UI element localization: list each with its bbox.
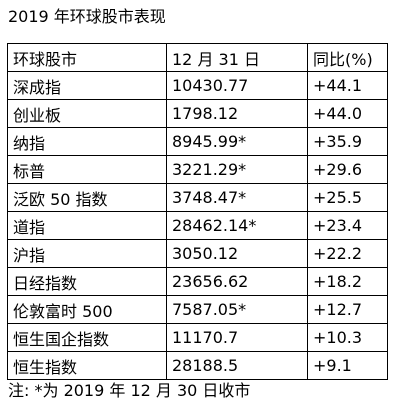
close-value-cell: 3748.47* [166, 183, 308, 212]
yoy-change-cell: +35.9 [307, 127, 388, 156]
yoy-change-cell: +9.1 [307, 351, 388, 380]
market-name-cell: 日经指数 [7, 267, 167, 296]
close-value-cell: 3050.12 [166, 239, 308, 268]
market-name-cell: 创业板 [7, 99, 167, 128]
table-row: 标普 3221.29* +29.6 [7, 155, 388, 184]
close-value-cell: 10430.77 [166, 71, 308, 100]
page-title: 2019 年环球股市表现 [8, 7, 166, 26]
market-name-cell: 标普 [7, 155, 167, 184]
table-row: 深成指 10430.77 +44.1 [7, 71, 388, 100]
yoy-change-cell: +23.4 [307, 211, 388, 240]
market-name-cell: 深成指 [7, 71, 167, 100]
table-row: 伦敦富时 500 7587.05* +12.7 [7, 295, 388, 324]
yoy-change-cell: +22.2 [307, 239, 388, 268]
close-value-cell: 23656.62 [166, 267, 308, 296]
yoy-change-cell: +44.1 [307, 71, 388, 100]
table-row: 纳指 8945.99* +35.9 [7, 127, 388, 156]
yoy-change-cell: +44.0 [307, 99, 388, 128]
table-header-row: 环球股市 12 月 31 日 同比(%) [7, 43, 388, 72]
close-value-cell: 3221.29* [166, 155, 308, 184]
close-value-cell: 8945.99* [166, 127, 308, 156]
header-close-date: 12 月 31 日 [166, 43, 308, 72]
close-value-cell: 28462.14* [166, 211, 308, 240]
close-value-cell: 7587.05* [166, 295, 308, 324]
header-yoy-change: 同比(%) [307, 43, 388, 72]
yoy-change-cell: +18.2 [307, 267, 388, 296]
table-row: 恒生指数 28188.5 +9.1 [7, 351, 388, 380]
market-name-cell: 沪指 [7, 239, 167, 268]
header-market: 环球股市 [7, 43, 167, 72]
table-row: 道指 28462.14* +23.4 [7, 211, 388, 240]
market-name-cell: 伦敦富时 500 [7, 295, 167, 324]
yoy-change-cell: +25.5 [307, 183, 388, 212]
yoy-change-cell: +29.6 [307, 155, 388, 184]
close-value-cell: 28188.5 [166, 351, 308, 380]
table-row: 沪指 3050.12 +22.2 [7, 239, 388, 268]
market-name-cell: 泛欧 50 指数 [7, 183, 167, 212]
market-performance-table: 环球股市 12 月 31 日 同比(%) 深成指 10430.77 +44.1 … [7, 43, 388, 380]
table-row: 创业板 1798.12 +44.0 [7, 99, 388, 128]
market-name-cell: 纳指 [7, 127, 167, 156]
yoy-change-cell: +12.7 [307, 295, 388, 324]
market-name-cell: 道指 [7, 211, 167, 240]
table-row: 恒生国企指数 11170.7 +10.3 [7, 323, 388, 352]
close-value-cell: 11170.7 [166, 323, 308, 352]
table-row: 泛欧 50 指数 3748.47* +25.5 [7, 183, 388, 212]
footnote: 注: *为 2019 年 12 月 30 日收市 [8, 381, 251, 400]
close-value-cell: 1798.12 [166, 99, 308, 128]
table-row: 日经指数 23656.62 +18.2 [7, 267, 388, 296]
market-name-cell: 恒生国企指数 [7, 323, 167, 352]
market-name-cell: 恒生指数 [7, 351, 167, 380]
yoy-change-cell: +10.3 [307, 323, 388, 352]
